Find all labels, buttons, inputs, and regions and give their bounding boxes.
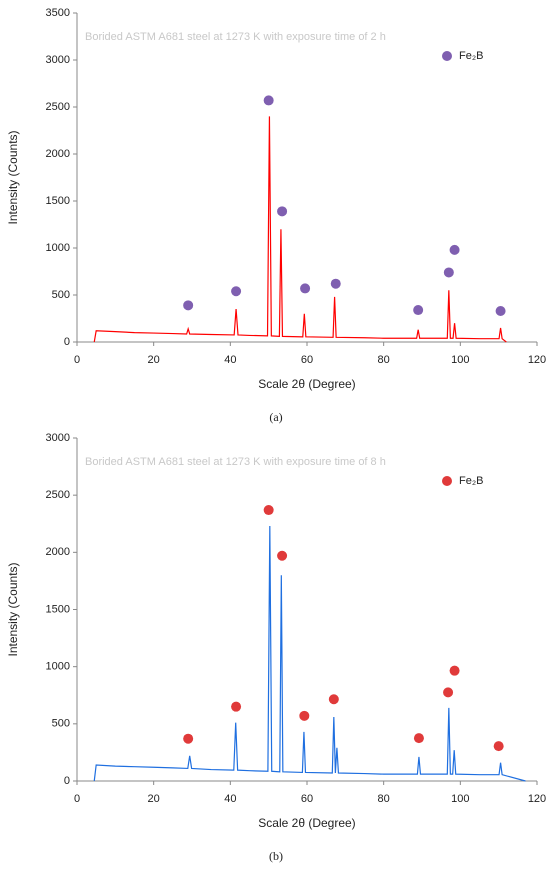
caption: (a) (269, 410, 282, 424)
y-tick-label: 3000 (46, 432, 70, 444)
legend-label: Fe₂B (459, 475, 483, 487)
phase-marker (449, 244, 460, 255)
phase-marker (413, 305, 424, 316)
legend-marker (442, 51, 452, 61)
phase-marker (231, 286, 242, 297)
phase-marker (443, 687, 454, 698)
y-axis-label: Intensity (Counts) (6, 130, 20, 224)
y-tick-label: 2000 (46, 546, 70, 558)
y-tick-label: 3000 (46, 54, 70, 66)
x-tick-label: 60 (301, 354, 313, 366)
y-tick-label: 1000 (46, 242, 70, 254)
x-tick-label: 60 (301, 793, 313, 805)
xrd-line (93, 526, 526, 782)
x-tick-label: 80 (378, 793, 390, 805)
y-axis-label: Intensity (Counts) (6, 562, 20, 656)
y-tick-label: 0 (64, 336, 70, 348)
chart-annotation: Borided ASTM A681 steel at 1273 K with e… (85, 31, 386, 43)
y-tick-label: 2000 (46, 148, 70, 160)
y-tick-label: 500 (52, 289, 70, 301)
x-tick-label: 40 (224, 354, 236, 366)
y-tick-label: 1500 (46, 195, 70, 207)
x-axis-label: Scale 2θ (Degree) (258, 377, 355, 391)
legend-label: Fe₂B (459, 50, 483, 62)
x-tick-label: 80 (378, 354, 390, 366)
y-tick-label: 500 (52, 718, 70, 730)
phase-marker (277, 550, 288, 561)
phase-marker (413, 733, 424, 744)
y-tick-label: 1500 (46, 603, 70, 615)
phase-marker (277, 206, 288, 217)
x-tick-label: 120 (528, 793, 546, 805)
phase-marker (449, 665, 460, 676)
chart-annotation: Borided ASTM A681 steel at 1273 K with e… (85, 456, 386, 468)
x-tick-label: 20 (148, 793, 160, 805)
phase-marker (330, 278, 341, 289)
y-tick-label: 0 (64, 775, 70, 787)
x-tick-label: 20 (148, 354, 160, 366)
y-tick-label: 2500 (46, 489, 70, 501)
x-tick-label: 120 (528, 354, 546, 366)
phase-marker (299, 710, 310, 721)
phase-marker (328, 694, 339, 705)
x-tick-label: 100 (451, 354, 469, 366)
phase-marker (183, 300, 194, 311)
phase-marker (263, 505, 274, 516)
caption: (b) (269, 849, 283, 863)
x-tick-label: 0 (74, 793, 80, 805)
y-tick-label: 3500 (46, 7, 70, 19)
xrd-line (93, 116, 507, 343)
phase-marker (495, 305, 506, 316)
x-tick-label: 0 (74, 354, 80, 366)
legend-marker (442, 476, 452, 486)
x-axis-label: Scale 2θ (Degree) (258, 816, 355, 830)
x-tick-label: 40 (224, 793, 236, 805)
phase-marker (231, 701, 242, 712)
phase-marker (263, 95, 274, 106)
x-tick-label: 100 (451, 793, 469, 805)
phase-marker (300, 283, 311, 294)
phase-marker (183, 733, 194, 744)
phase-marker (493, 741, 504, 752)
phase-marker (443, 267, 454, 278)
y-tick-label: 2500 (46, 101, 70, 113)
y-tick-label: 1000 (46, 661, 70, 673)
